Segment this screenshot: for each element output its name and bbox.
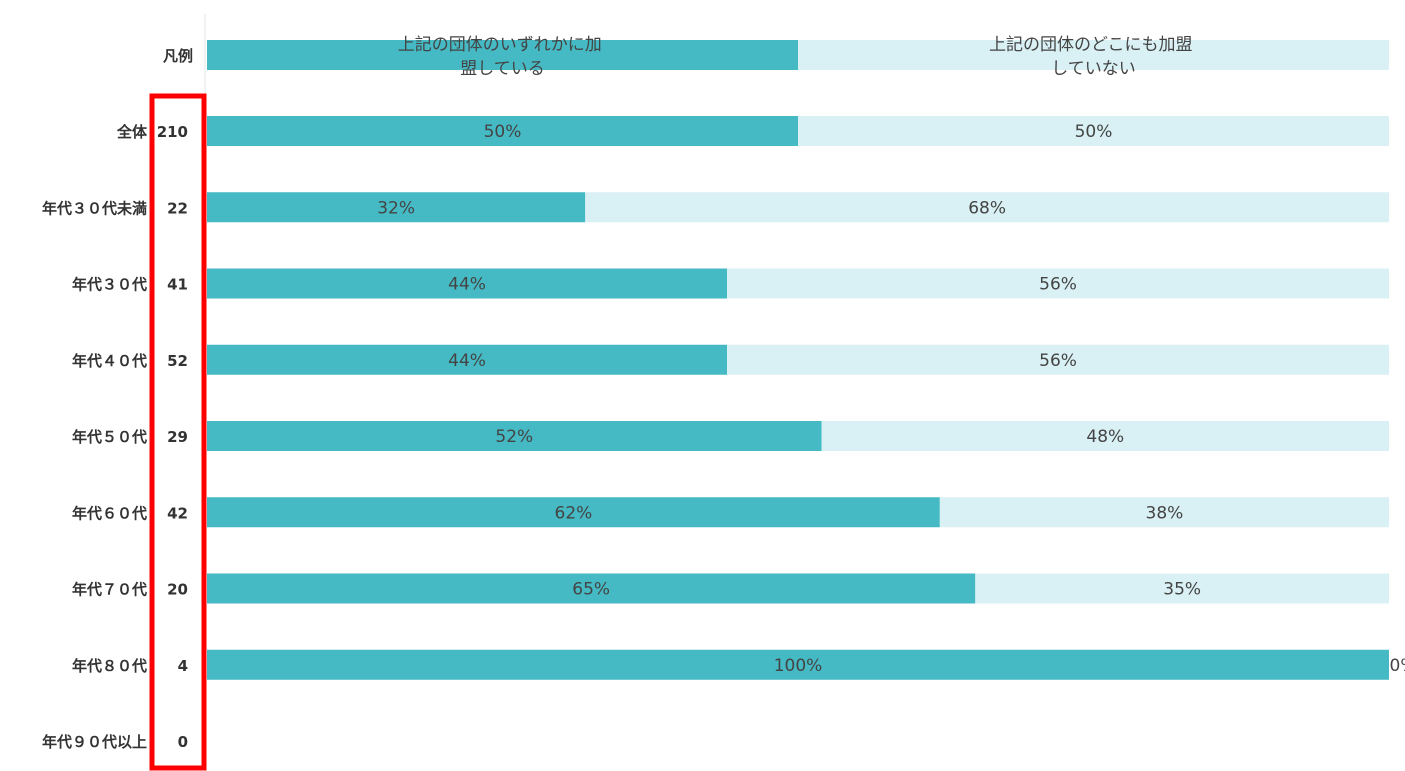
bar-segment-joined [207, 344, 728, 375]
bar-segment-not-joined [975, 573, 1389, 604]
row-n-label: 0 [178, 733, 188, 751]
row-category-label: 年代７０代 [72, 581, 147, 599]
bar-value-label: 56% [1039, 275, 1077, 295]
n-column-highlight-box [149, 93, 207, 771]
bar-value-label: 0% [1390, 656, 1405, 676]
chart-rows: 全体 210 50% 50%年代３０代未満 22 32% 68%年代３０代 41 44% 56%年… [42, 116, 1405, 751]
row-category-label: 年代５０代 [72, 428, 147, 446]
row: 全体 210 50% 50% [116, 116, 1389, 146]
legend-swatch-not-joined [798, 40, 1389, 70]
bar-segment-joined [207, 116, 798, 146]
row: 年代３０代 41 44% 56% [72, 268, 1389, 299]
row-n-label: 41 [167, 276, 188, 294]
bar-value-label: 32% [377, 198, 415, 218]
bar-value-label: 44% [448, 275, 486, 295]
row: 年代７０代 20 65% 35% [72, 573, 1389, 604]
row-category-label: 年代３０代 [72, 276, 147, 294]
bar-value-label: 50% [1075, 122, 1113, 142]
row: 年代５０代 29 52% 48% [72, 421, 1389, 451]
bar-value-label: 38% [1146, 503, 1184, 523]
legend-entry-not-joined-line-1: 上記の団体のどこにも加盟 [989, 35, 1193, 55]
bar-segment-not-joined [821, 421, 1389, 451]
bar-segment-joined [207, 268, 728, 299]
bar-value-label: 50% [484, 122, 522, 142]
row-n-label: 29 [167, 428, 188, 446]
bar-value-label: 48% [1086, 427, 1124, 447]
legend-entry-joined-line-2: 盟している [460, 59, 545, 79]
bar-segment-not-joined [727, 268, 1389, 299]
bar-value-label: 56% [1039, 351, 1077, 371]
legend-label: 凡例 [163, 47, 193, 65]
row-n-label: 52 [167, 352, 188, 370]
bar-segment-joined [207, 421, 822, 451]
row: 年代９０代以上 0 [42, 733, 188, 751]
row-n-label: 42 [167, 504, 188, 522]
bar-value-label: 52% [495, 427, 533, 447]
bar-segment-joined [207, 649, 1389, 680]
bar-value-label: 44% [448, 351, 486, 371]
row: 年代８０代 4 100% 0% [72, 649, 1405, 680]
bar-segment-not-joined [727, 344, 1389, 375]
row: 年代３０代未満 22 32% 68% [42, 192, 1389, 223]
row-category-label: 年代４０代 [72, 352, 147, 370]
legend-swatch-joined [207, 40, 798, 70]
row: 年代４０代 52 44% 56% [72, 344, 1389, 375]
row-category-label: 年代８０代 [72, 657, 147, 675]
row-n-label: 4 [178, 657, 188, 675]
row-n-label: 20 [167, 581, 188, 599]
legend-entry-not-joined-line-2: していない [1051, 59, 1136, 79]
row-category-label: 年代６０代 [72, 504, 147, 522]
legend-entry-joined-line-1: 上記の団体のいずれかに加 [398, 35, 602, 55]
legend-row: 凡例 上記の団体のいずれかに加 盟している 上記の団体のどこにも加盟 していない [163, 35, 1389, 79]
bar-value-label: 35% [1163, 580, 1201, 600]
bar-segment-joined [207, 573, 976, 604]
row-category-label: 年代９０代以上 [42, 733, 147, 751]
legend-entry-not-joined: 上記の団体のどこにも加盟 していない [989, 35, 1198, 79]
bar-segment-not-joined [939, 497, 1389, 528]
bar-value-label: 100% [774, 656, 823, 676]
row-n-label: 22 [167, 199, 188, 217]
row: 年代６０代 42 62% 38% [72, 497, 1389, 528]
row-category-label: 全体 [116, 123, 148, 141]
bar-segment-joined [207, 497, 940, 528]
bar-value-label: 68% [968, 198, 1006, 218]
row-n-label: 210 [157, 123, 188, 141]
bar-segment-not-joined [798, 116, 1389, 146]
bar-segment-not-joined [585, 192, 1389, 223]
row-category-label: 年代３０代未満 [42, 199, 147, 217]
legend-entry-joined: 上記の団体のいずれかに加 盟している [398, 35, 607, 79]
bar-segment-joined [207, 192, 586, 223]
bar-value-label: 65% [572, 580, 610, 600]
bar-value-label: 62% [555, 503, 593, 523]
